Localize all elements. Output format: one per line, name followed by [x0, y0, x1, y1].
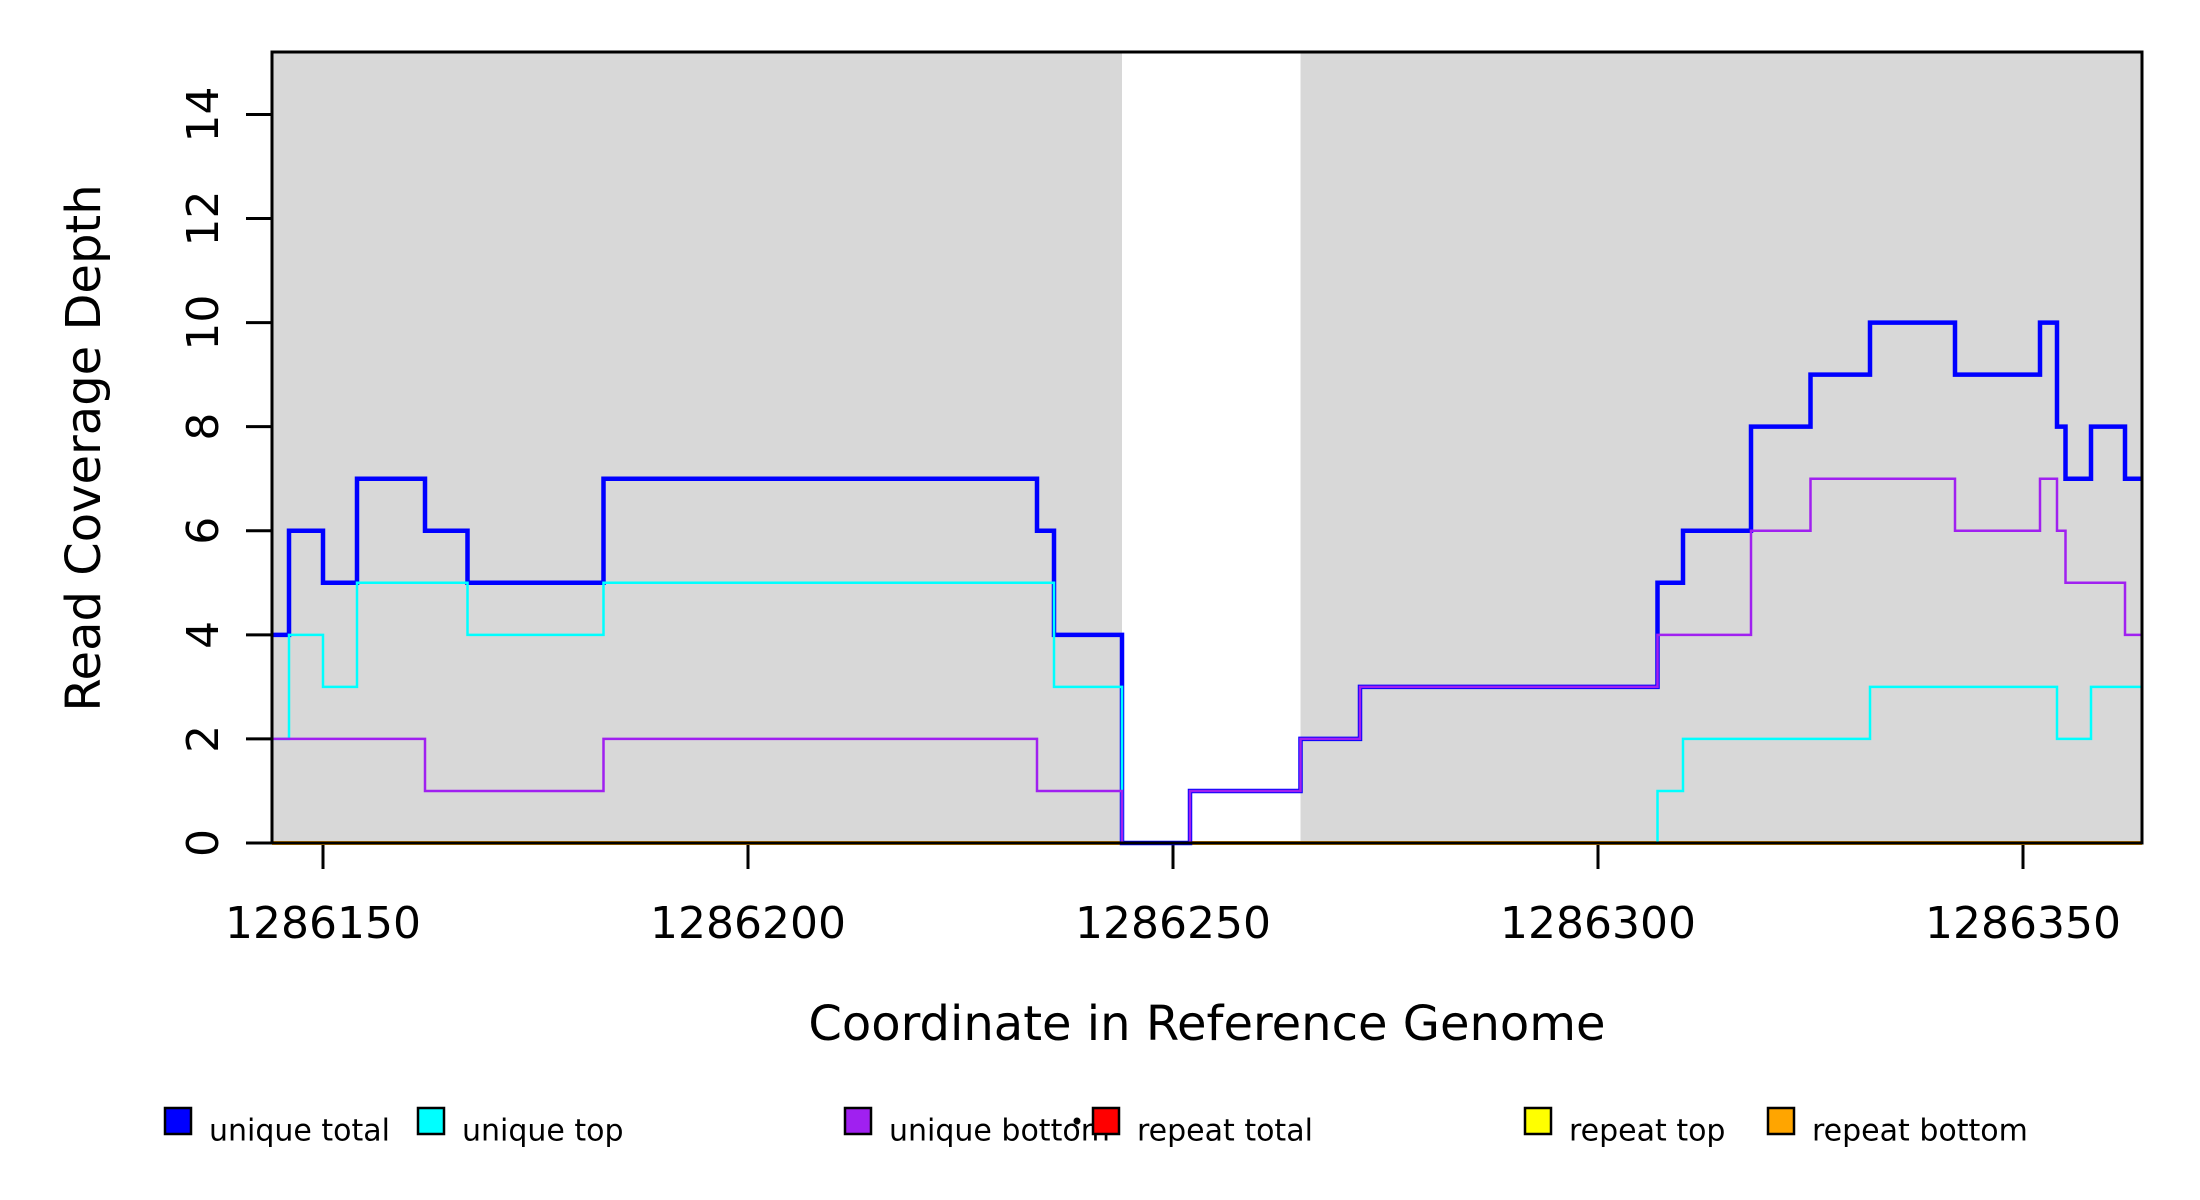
y-tick-label: 6	[178, 517, 229, 545]
legend-item: repeat bottom	[1766, 1106, 2028, 1149]
legend-item: unique top	[416, 1106, 624, 1149]
x-axis-title: Coordinate in Reference Genome	[808, 996, 1605, 1052]
legend-swatch	[843, 1106, 873, 1136]
y-tick-label: 2	[178, 725, 229, 753]
y-axis-title: Read Coverage Depth	[56, 184, 112, 711]
stray-dot	[1073, 1117, 1081, 1125]
y-tick-label: 8	[178, 413, 229, 441]
y-axis: 0 2 4 6 8 10 12 14	[178, 86, 272, 857]
legend-swatch	[163, 1106, 193, 1136]
x-axis: 1286150 1286200 1286250 1286300 1286350	[225, 843, 2121, 949]
y-tick-label: 12	[178, 191, 229, 247]
x-tick-label: 1286350	[1925, 898, 2121, 949]
legend-label: repeat bottom	[1812, 1114, 2028, 1149]
legend-label: repeat top	[1569, 1114, 1725, 1149]
x-tick-label: 1286200	[650, 898, 846, 949]
legend-item: repeat top	[1523, 1106, 1725, 1149]
shaded-region	[1300, 52, 2142, 843]
legend-swatch	[1766, 1106, 1796, 1136]
y-tick-label: 0	[178, 829, 229, 857]
legend-label: unique bottom	[889, 1114, 1110, 1149]
x-tick-label: 1286150	[225, 898, 421, 949]
legend-swatch	[1091, 1106, 1121, 1136]
series-line-unique-top	[272, 581, 2142, 845]
x-tick-label: 1286250	[1075, 898, 1271, 949]
shaded-regions	[272, 52, 2142, 843]
y-tick-label: 10	[178, 295, 229, 351]
shaded-region	[272, 52, 1122, 843]
y-tick-label: 14	[178, 86, 229, 142]
series-line-unique-bottom	[272, 477, 2142, 845]
legend-swatch	[416, 1106, 446, 1136]
legend-item: repeat total	[1091, 1106, 1313, 1149]
y-tick-label: 4	[178, 621, 229, 649]
legend-swatch	[1523, 1106, 1553, 1136]
legend-label: unique total	[209, 1114, 390, 1149]
legend-label: repeat total	[1137, 1114, 1313, 1149]
legend: unique total unique top unique bottom repea…	[163, 1106, 2028, 1149]
plot-border	[270, 50, 2144, 845]
x-tick-label: 1286300	[1500, 898, 1696, 949]
legend-item: unique total	[163, 1106, 390, 1149]
legend-item: unique bottom	[843, 1106, 1110, 1149]
legend-label: unique top	[462, 1114, 624, 1149]
